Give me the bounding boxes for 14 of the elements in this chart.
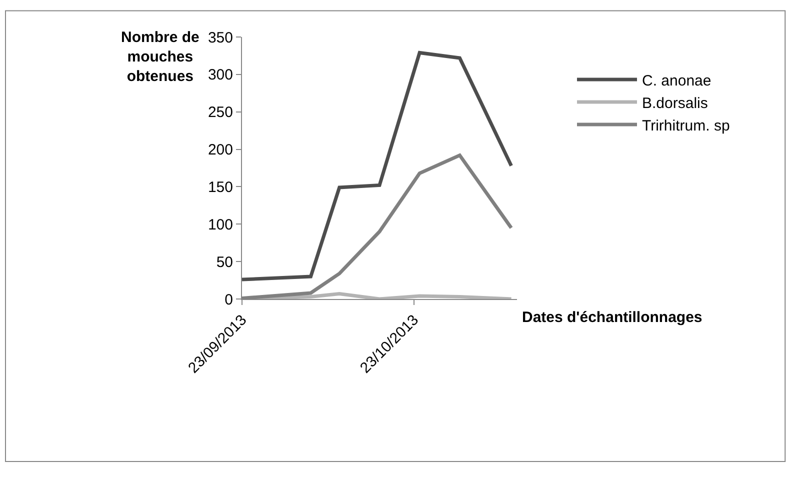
legend-label: C. anonae (642, 72, 712, 90)
legend-label: Trirhitrum. sp (642, 117, 730, 134)
x-axis-title: Dates d'échantillonnages (522, 309, 702, 326)
y-tick-label: 150 (208, 178, 233, 196)
y-tick-label: 300 (208, 66, 233, 84)
y-tick-label: 250 (208, 104, 233, 122)
y-tick-label: 200 (208, 142, 233, 159)
legend-label: B.dorsalis (642, 94, 708, 112)
y-tick-label: 350 (208, 29, 233, 46)
y-tick-label: 100 (208, 216, 233, 234)
line-series (242, 50, 514, 282)
y-tick-label: 0 (224, 291, 233, 308)
y-axis-title: Nombre de mouches obtenues (121, 29, 200, 85)
y-tick-label: 50 (216, 254, 233, 271)
